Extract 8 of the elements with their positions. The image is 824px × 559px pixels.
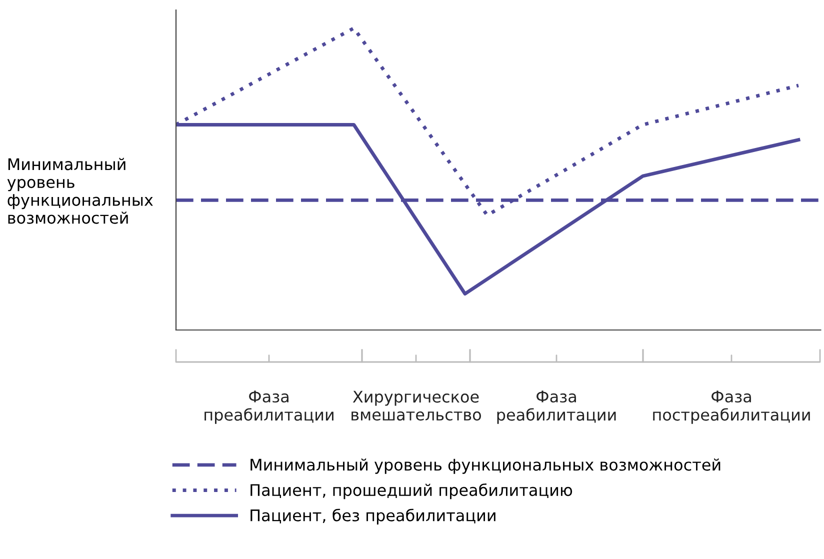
legend-label: Пациент, без преабилитации: [250, 508, 496, 524]
text: Фаза реабилитации: [497, 390, 616, 424]
text: Хирургическое вмешательство: [352, 390, 481, 421]
legend-label: Пациент, прошедший преабилитацию: [250, 483, 572, 500]
text: Фаза постреабилитации: [653, 390, 810, 424]
y-axis-title: Минимальный уровень функциональных возможностей: [7, 158, 153, 224]
text: Фаза преабилитации: [204, 390, 334, 424]
legend-label: Минимальный уровень функциональных возможностей: [250, 458, 720, 474]
